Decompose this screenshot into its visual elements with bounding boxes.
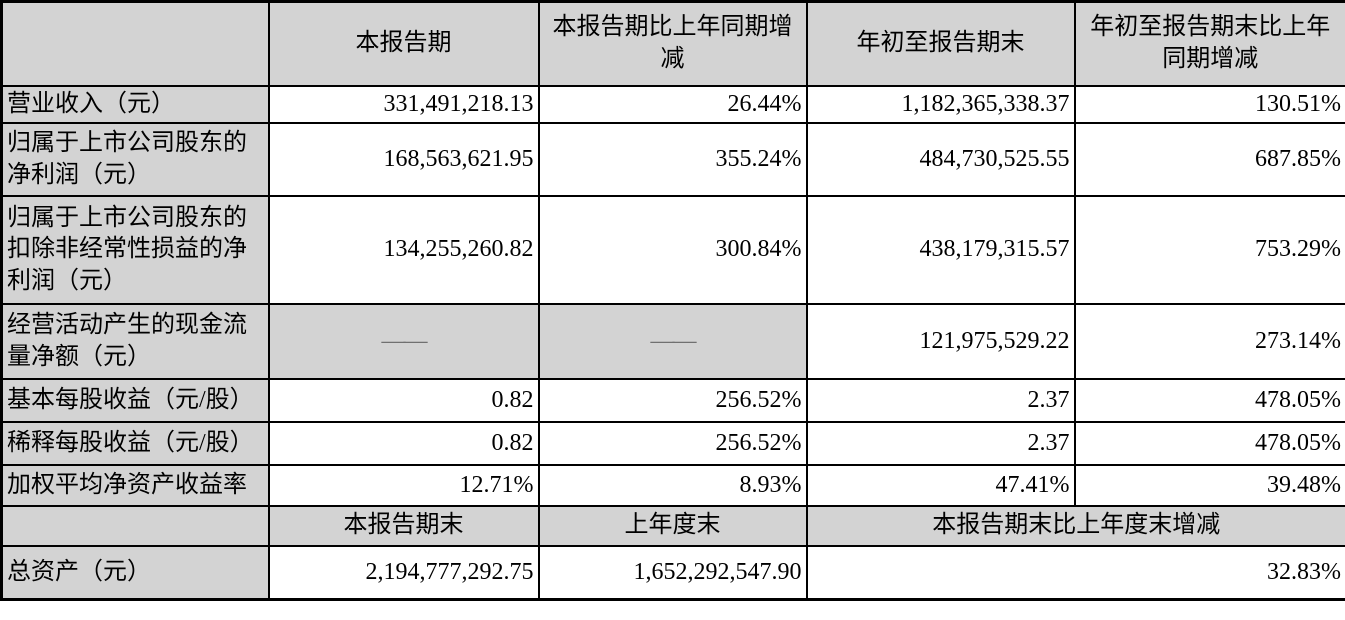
metric-ytd-cell: 1,182,365,338.37: [805, 84, 1076, 125]
metric-ytd-cell: 121,975,529.22: [805, 303, 1076, 381]
metric-current-change-cell: 355.24%: [537, 122, 808, 198]
metric-label-cell: 归属于上市公司股东的扣除非经常性损益的净利润（元）: [0, 195, 270, 306]
metric-current-dash-cell: ——: [267, 303, 540, 381]
metric-ytd-cell: 2.37: [805, 421, 1076, 467]
metric-current-change-cell: 8.93%: [537, 464, 808, 508]
metric-current-cell: 331,491,218.13: [267, 84, 540, 125]
metric-label-cell: 经营活动产生的现金流量净额（元）: [0, 303, 270, 381]
metric-ytd-cell: 438,179,315.57: [805, 195, 1076, 306]
header-current-period-yoy-change: 本报告期比上年同期增减: [537, 0, 808, 87]
metric-ytd-change-cell: 130.51%: [1073, 84, 1345, 125]
metric-current-cell: 134,255,260.82: [267, 195, 540, 306]
metric-label-cell: 归属于上市公司股东的净利润（元）: [0, 122, 270, 198]
header-period-end: 本报告期末: [267, 505, 540, 548]
metric-row-operating-cash-flow: 经营活动产生的现金流量净额（元） —— —— 121,975,529.22 27…: [0, 303, 1345, 381]
header-prior-year-end: 上年度末: [537, 505, 808, 548]
metric-label-cell: 稀释每股收益（元/股）: [0, 421, 270, 467]
metric-current-change-cell: 256.52%: [537, 378, 808, 424]
metric-current-change-cell: 26.44%: [537, 84, 808, 125]
metric-current-cell: 168,563,621.95: [267, 122, 540, 198]
metric-ytd-change-cell: 478.05%: [1073, 378, 1345, 424]
metric-label-cell: 总资产（元）: [0, 545, 270, 601]
table-header-row: 本报告期 本报告期比上年同期增减 年初至报告期末 年初至报告期末比上年同期增减: [0, 0, 1345, 87]
metric-current-change-cell: 300.84%: [537, 195, 808, 306]
metric-row-net-profit-excl-nonrecurring: 归属于上市公司股东的扣除非经常性损益的净利润（元） 134,255,260.82…: [0, 195, 1345, 306]
metric-current-change-dash-cell: ——: [537, 303, 808, 381]
metric-row-basic-eps: 基本每股收益（元/股） 0.82 256.52% 2.37 478.05%: [0, 378, 1345, 424]
metric-row-operating-revenue: 营业收入（元） 331,491,218.13 26.44% 1,182,365,…: [0, 84, 1345, 125]
secondary-header-empty-cell: [0, 505, 270, 548]
metric-label-cell: 基本每股收益（元/股）: [0, 378, 270, 424]
metric-current-cell: 0.82: [267, 378, 540, 424]
metric-ytd-change-cell: 478.05%: [1073, 421, 1345, 467]
metric-ytd-change-cell: 687.85%: [1073, 122, 1345, 198]
metric-label-cell: 加权平均净资产收益率: [0, 464, 270, 508]
metric-label-cell: 营业收入（元）: [0, 84, 270, 125]
total-assets-change-cell: 32.83%: [805, 545, 1345, 601]
metric-current-change-cell: 256.52%: [537, 421, 808, 467]
total-assets-period-end-cell: 2,194,777,292.75: [267, 545, 540, 601]
metric-ytd-change-cell: 273.14%: [1073, 303, 1345, 381]
metric-row-weighted-avg-roe: 加权平均净资产收益率 12.71% 8.93% 47.41% 39.48%: [0, 464, 1345, 508]
secondary-header-row: 本报告期末 上年度末 本报告期末比上年度末增减: [0, 505, 1345, 548]
header-year-to-date: 年初至报告期末: [805, 0, 1076, 87]
financial-summary-table: 本报告期 本报告期比上年同期增减 年初至报告期末 年初至报告期末比上年同期增减 …: [0, 0, 1345, 601]
header-empty-cell: [0, 0, 270, 87]
metric-ytd-cell: 2.37: [805, 378, 1076, 424]
metric-current-cell: 12.71%: [267, 464, 540, 508]
metric-current-cell: 0.82: [267, 421, 540, 467]
metric-ytd-change-cell: 753.29%: [1073, 195, 1345, 306]
metric-row-diluted-eps: 稀释每股收益（元/股） 0.82 256.52% 2.37 478.05%: [0, 421, 1345, 467]
metric-ytd-cell: 484,730,525.55: [805, 122, 1076, 198]
metric-row-net-profit: 归属于上市公司股东的净利润（元） 168,563,621.95 355.24% …: [0, 122, 1345, 198]
metric-row-total-assets: 总资产（元） 2,194,777,292.75 1,652,292,547.90…: [0, 545, 1345, 601]
header-period-end-change: 本报告期末比上年度末增减: [805, 505, 1345, 548]
header-year-to-date-yoy-change: 年初至报告期末比上年同期增减: [1073, 0, 1345, 87]
metric-ytd-change-cell: 39.48%: [1073, 464, 1345, 508]
total-assets-prior-year-end-cell: 1,652,292,547.90: [537, 545, 808, 601]
metric-ytd-cell: 47.41%: [805, 464, 1076, 508]
header-current-period: 本报告期: [267, 0, 540, 87]
